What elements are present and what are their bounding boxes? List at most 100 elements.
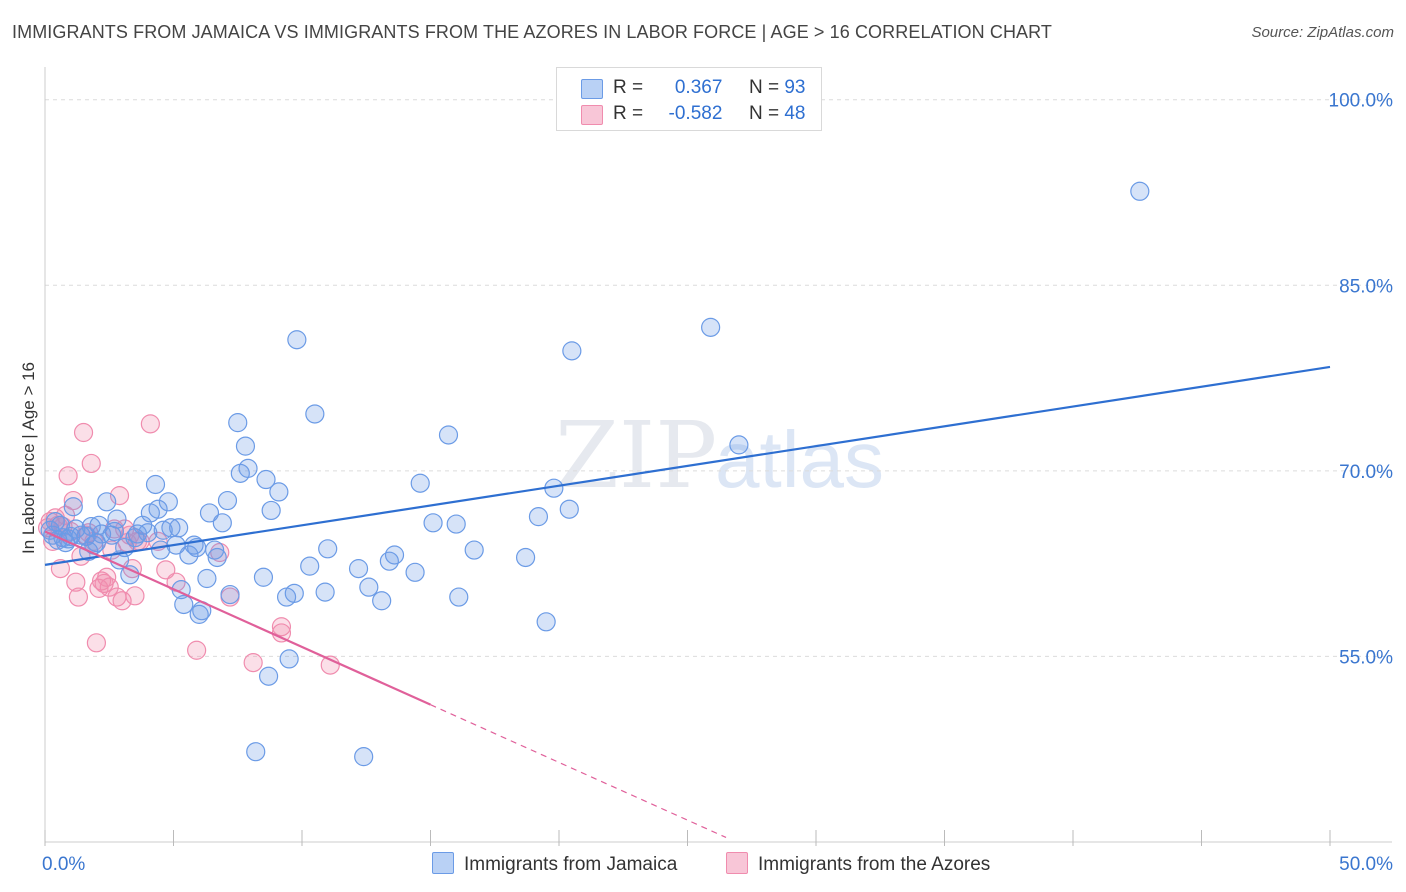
jamaica-point <box>199 503 220 523</box>
jamaica-point <box>205 540 225 560</box>
jamaica-point <box>528 507 549 527</box>
azores-point <box>243 653 263 673</box>
gridlines <box>45 99 1392 657</box>
y-tick-label: 70.0% <box>1339 462 1393 483</box>
jamaica-point <box>179 545 199 565</box>
jamaica-point <box>127 524 148 544</box>
legend-n-label: N = <box>748 77 780 98</box>
jamaica-point <box>261 500 281 521</box>
jamaica-point <box>284 583 304 603</box>
source-label: Source: ZipAtlas.com <box>1251 24 1394 41</box>
azores-point <box>73 422 94 443</box>
jamaica-point <box>153 520 173 540</box>
legend-r-label: R = <box>613 77 644 98</box>
azores-point <box>210 542 230 563</box>
jamaica-point <box>559 499 579 519</box>
azores-point <box>66 572 86 592</box>
jamaica-point <box>107 509 127 529</box>
jamaica-point <box>207 547 227 568</box>
jamaica-point <box>315 582 335 602</box>
jamaica-point <box>97 492 117 512</box>
jamaica-point <box>279 649 299 669</box>
legend-swatch-jamaica <box>581 79 603 99</box>
bottom-legend-swatch-azores <box>726 852 748 874</box>
jamaica-point <box>354 747 374 767</box>
jamaica-point <box>348 559 369 579</box>
legend-r-label: R = <box>613 103 644 124</box>
jamaica-point <box>464 540 484 560</box>
azores-point <box>99 577 119 597</box>
azores-trend-line <box>44 530 431 706</box>
jamaica-point <box>217 490 238 511</box>
jamaica-point <box>300 556 320 576</box>
jamaica-point <box>148 499 168 519</box>
y-tick-label: 85.0% <box>1339 276 1393 297</box>
bottom-legend-label-jamaica: Immigrants from Jamaica <box>464 854 678 875</box>
jamaica-point <box>438 425 459 445</box>
legend-swatch-azores <box>581 105 603 125</box>
y-axis-label: In Labor Force | Age > 16 <box>19 362 38 554</box>
bottom-legend-azores: Immigrants from the Azores <box>726 852 990 876</box>
chart-title: IMMIGRANTS FROM JAMAICA VS IMMIGRANTS FR… <box>12 22 1053 42</box>
jamaica-point <box>66 519 86 539</box>
jamaica-point <box>256 469 276 490</box>
jamaica-point <box>253 567 274 587</box>
correlation-legend: R = 0.367 N = 93 R = -0.582 N = 48 <box>556 67 822 131</box>
jamaica-point <box>729 435 749 455</box>
bottom-legend-jamaica: Immigrants from Jamaica <box>432 852 677 876</box>
azores-point <box>187 640 207 660</box>
azores-trend-extension <box>430 704 727 839</box>
jamaica-point <box>372 591 392 611</box>
jamaica-trend-line <box>44 365 1331 566</box>
jamaica-point <box>515 547 536 568</box>
jamaica-point <box>359 577 379 597</box>
jamaica-point <box>246 742 266 762</box>
jamaica-point <box>318 539 338 559</box>
azores-point <box>68 587 89 607</box>
bottom-legend-label-azores: Immigrants from the Azores <box>758 854 991 875</box>
jamaica-point <box>197 568 217 589</box>
azores-point <box>91 571 112 591</box>
bottom-legend-swatch-jamaica <box>432 852 454 874</box>
legend-jamaica-n: 93 <box>784 77 806 98</box>
jamaica-point <box>410 473 430 493</box>
jamaica-point <box>158 492 178 512</box>
jamaica-point <box>384 545 405 565</box>
azores-point <box>112 591 132 611</box>
tick-labels: 55.0% 70.0% 85.0% 100.0% 0.0% 50.0% <box>42 91 1393 875</box>
x-tick-label-left: 0.0% <box>42 854 85 875</box>
jamaica-point <box>1130 181 1150 201</box>
x-tick-label-right: 50.0% <box>1339 854 1393 875</box>
jamaica-point <box>701 317 721 337</box>
legend-azores-n: 48 <box>784 103 806 124</box>
jamaica-point <box>269 482 289 502</box>
jamaica-point <box>138 523 158 543</box>
watermark-zip: ZIP <box>555 402 717 509</box>
jamaica-point <box>174 594 194 615</box>
azores-point <box>156 560 176 580</box>
jamaica-point <box>562 341 582 361</box>
jamaica-point <box>161 518 181 538</box>
azores-point <box>81 453 101 474</box>
azores-point <box>58 466 78 486</box>
azores-point <box>271 617 292 637</box>
legend-azores-r: -0.582 <box>668 103 723 124</box>
jamaica-point <box>212 513 232 533</box>
jamaica-point <box>423 513 443 533</box>
jamaica-point <box>91 524 112 544</box>
azores-point <box>125 586 145 606</box>
jamaica-point <box>449 587 469 607</box>
jamaica-point <box>145 474 166 495</box>
jamaica-point <box>446 514 466 534</box>
jamaica-point <box>287 330 307 350</box>
jamaica-point <box>405 562 425 582</box>
jamaica-point <box>169 518 189 538</box>
jamaica-point <box>238 458 258 478</box>
legend-n-label: N = <box>748 103 780 124</box>
jamaica-point <box>63 497 83 517</box>
jamaica-point <box>45 511 65 532</box>
jamaica-point <box>305 404 325 424</box>
jamaica-point <box>220 584 240 605</box>
jamaica-point <box>258 666 279 686</box>
watermark-atlas: atlas <box>715 415 884 504</box>
